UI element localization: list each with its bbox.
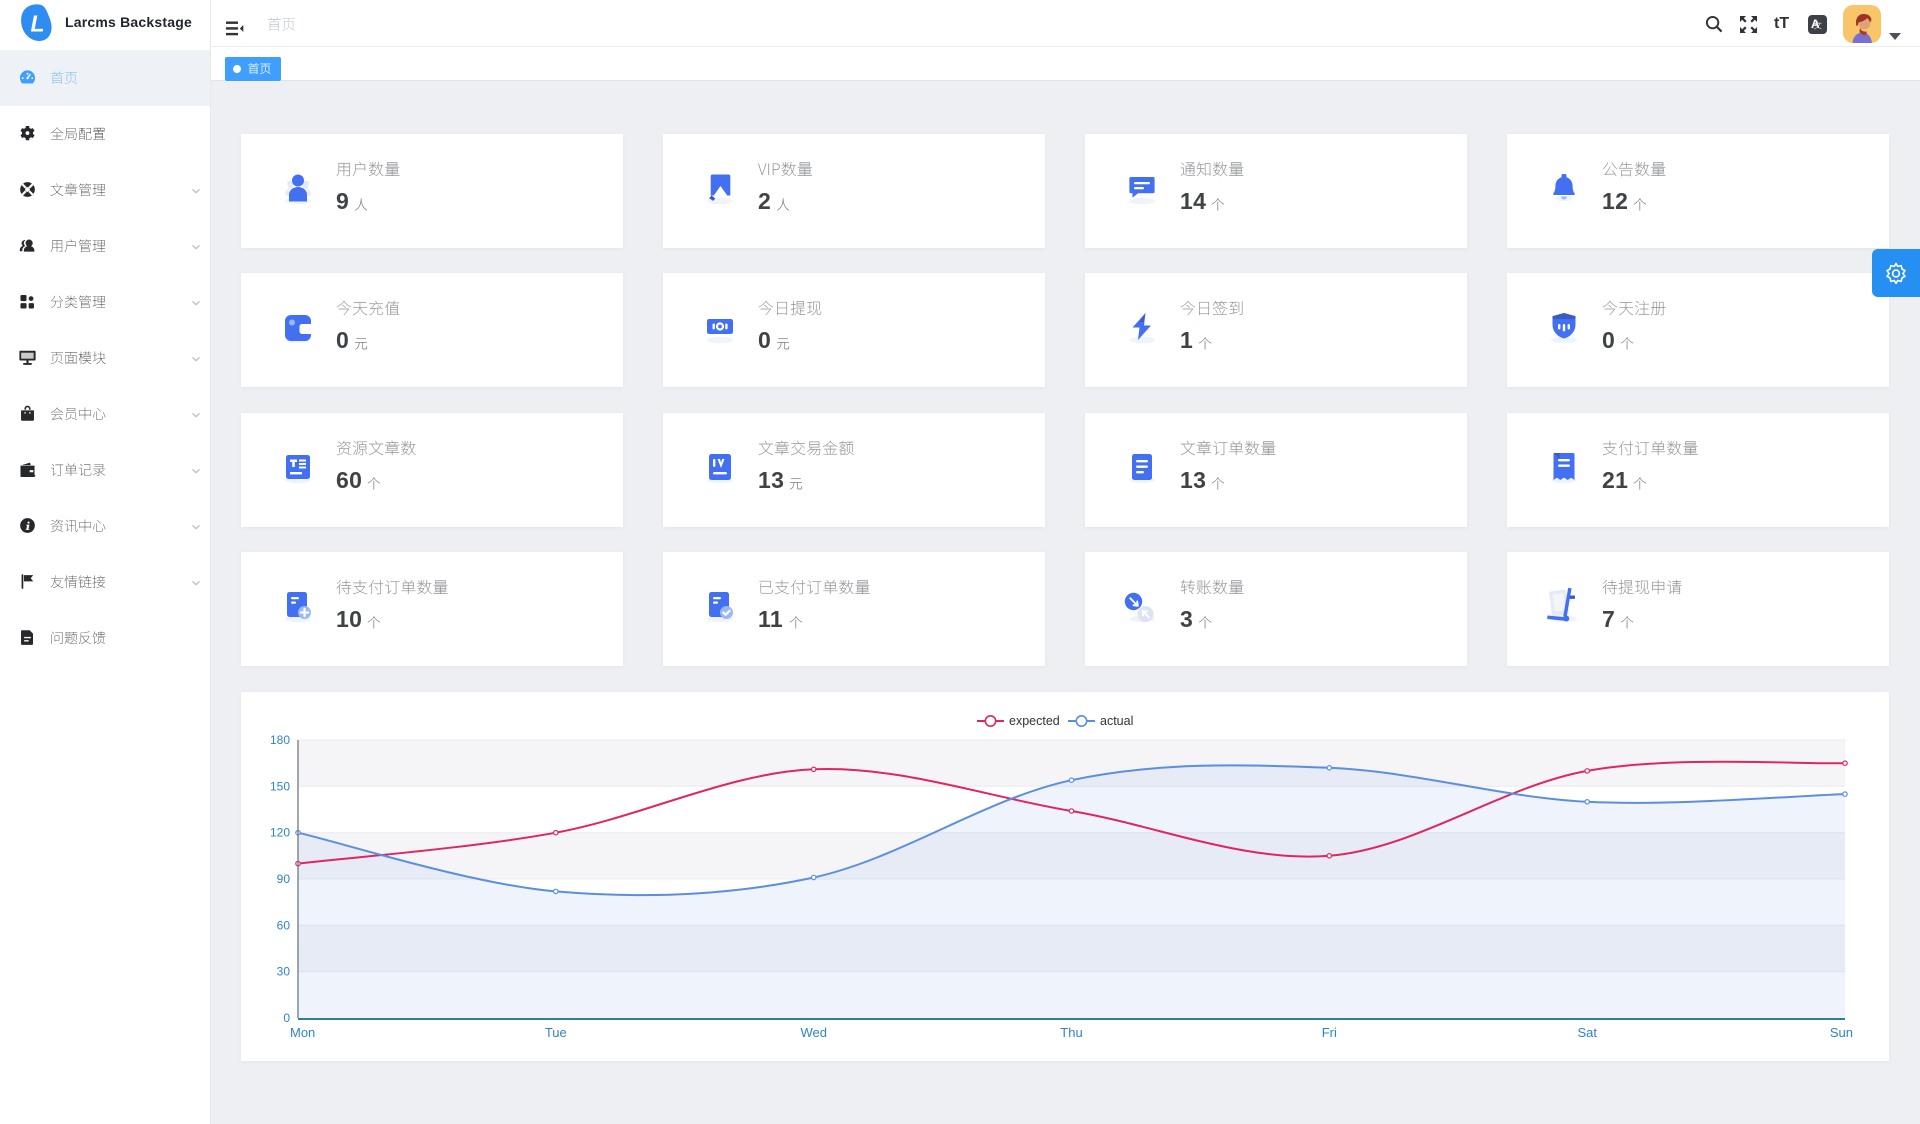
svg-text:90: 90 [277,872,291,886]
svg-text:120: 120 [270,826,290,840]
svg-text:Sun: Sun [1830,1025,1853,1040]
svg-text:0: 0 [283,1011,290,1025]
svg-text:Thu: Thu [1060,1025,1082,1040]
svg-text:30: 30 [277,965,291,979]
svg-text:Wed: Wed [800,1025,827,1040]
svg-text:60: 60 [277,918,291,932]
svg-text:180: 180 [270,733,290,747]
svg-text:Mon: Mon [290,1025,315,1040]
svg-text:150: 150 [270,779,290,793]
svg-text:L: L [31,11,45,37]
svg-text:Tue: Tue [545,1025,567,1040]
svg-text:Sat: Sat [1577,1025,1597,1040]
svg-text:Fri: Fri [1322,1025,1337,1040]
svg-text:expected: expected [1009,714,1060,728]
svg-text:actual: actual [1100,714,1133,728]
